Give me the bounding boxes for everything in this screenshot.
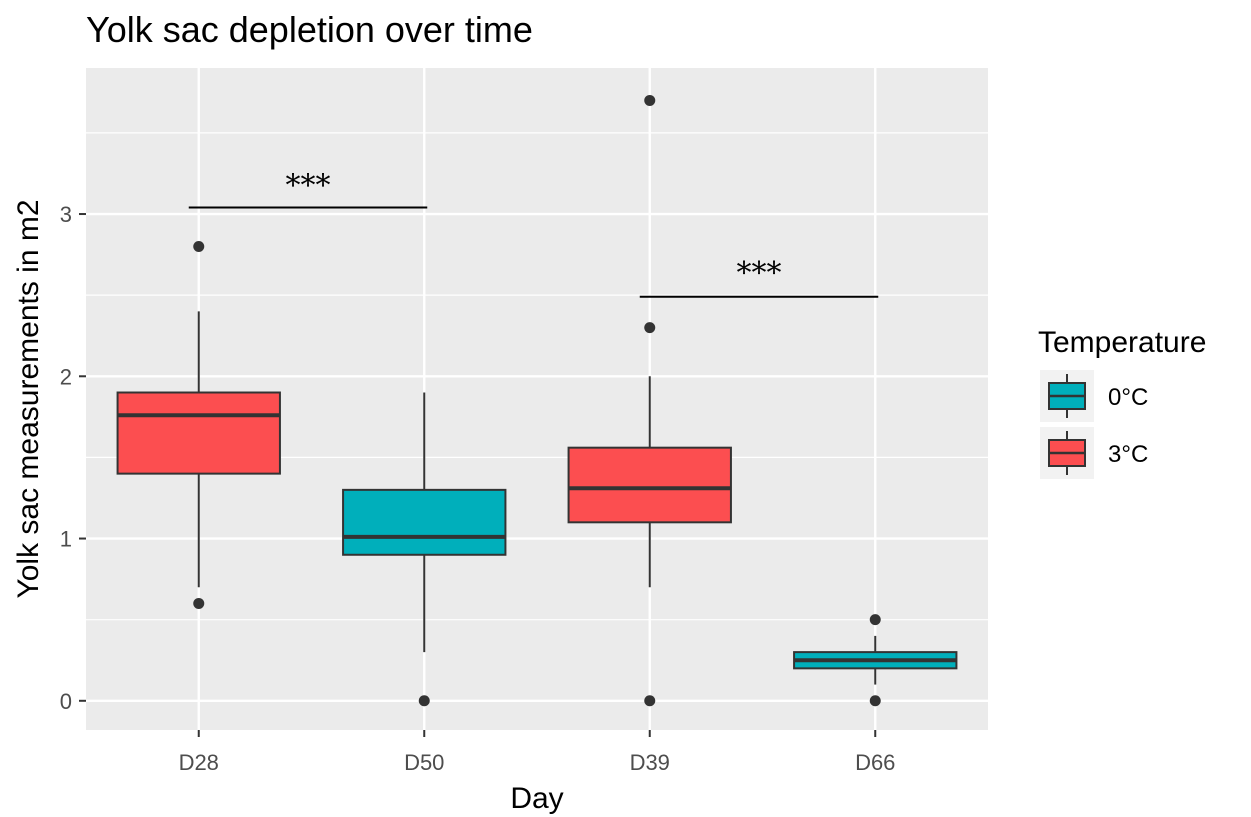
box-D28 bbox=[116, 240, 281, 609]
legend-label: 0°C bbox=[1108, 384, 1148, 411]
legend: Temperature 0°C 3°C bbox=[1038, 326, 1206, 479]
box-body bbox=[567, 446, 732, 524]
significance-label: *** bbox=[737, 256, 782, 291]
x-tick-label: D39 bbox=[630, 750, 670, 775]
x-tick-label: D50 bbox=[404, 750, 444, 775]
box-body bbox=[116, 391, 281, 475]
x-axis-title: Day bbox=[510, 782, 563, 815]
y-axis: 0 1 2 3 bbox=[60, 202, 86, 714]
y-tick-label: 0 bbox=[60, 689, 72, 714]
y-tick-label: 2 bbox=[60, 364, 72, 389]
x-tick-label: D66 bbox=[855, 750, 895, 775]
legend-label: 3°C bbox=[1108, 441, 1148, 468]
outlier-point bbox=[869, 695, 881, 707]
outlier-point bbox=[644, 695, 656, 707]
outlier-point bbox=[644, 94, 656, 106]
outlier-point bbox=[193, 240, 205, 252]
y-tick-label: 3 bbox=[60, 202, 72, 227]
box-body bbox=[342, 488, 507, 556]
box-D66 bbox=[793, 614, 958, 707]
box-layer bbox=[116, 94, 958, 707]
x-axis: D28 D50 D39 D66 bbox=[179, 730, 895, 775]
box-D39 bbox=[567, 94, 732, 707]
x-tick-label: D28 bbox=[179, 750, 219, 775]
box-D50 bbox=[342, 392, 507, 707]
y-axis-title: Yolk sac measurements in m2 bbox=[12, 199, 45, 598]
legend-title: Temperature bbox=[1038, 326, 1206, 359]
outlier-point bbox=[644, 322, 656, 334]
y-tick-label: 1 bbox=[60, 527, 72, 552]
significance-label: *** bbox=[286, 169, 331, 204]
outlier-point bbox=[193, 597, 205, 609]
chart-title: Yolk sac depletion over time bbox=[86, 9, 533, 50]
outlier-point bbox=[869, 614, 881, 626]
outlier-point bbox=[418, 695, 430, 707]
annotation-layer: *** *** bbox=[188, 169, 879, 298]
